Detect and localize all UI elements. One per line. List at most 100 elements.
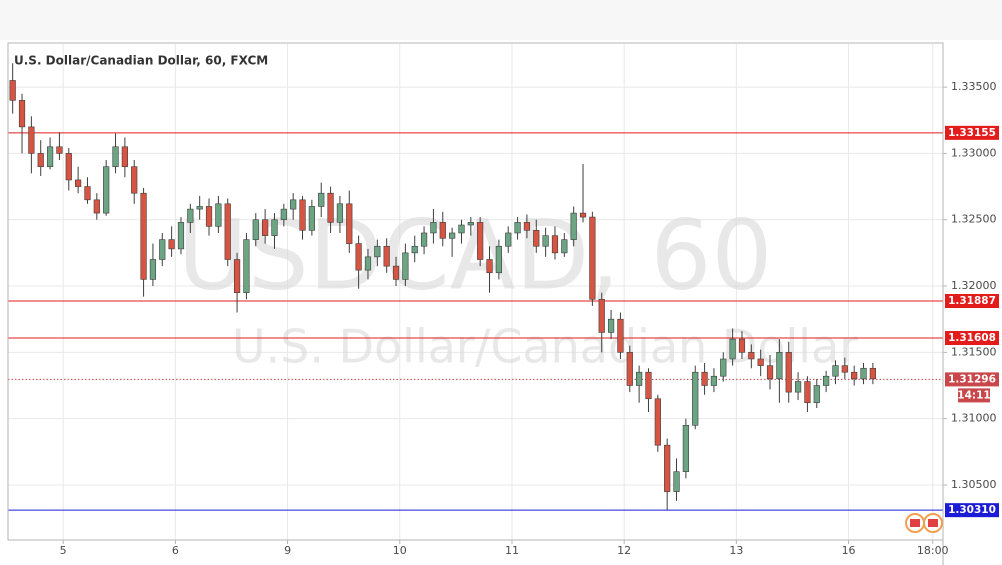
candle-body <box>439 222 446 239</box>
candle-body <box>598 298 605 333</box>
candle-body <box>542 235 549 247</box>
candle-body <box>776 352 783 380</box>
candle-body <box>271 219 278 236</box>
candle-body <box>84 186 91 201</box>
candle-body <box>645 371 652 400</box>
candle-body <box>252 219 259 240</box>
candle-body <box>851 371 858 380</box>
countdown: 14:11 <box>957 389 990 401</box>
level-label: 1.31608 <box>948 332 996 344</box>
candle-body <box>692 371 699 426</box>
candle-body <box>617 318 624 353</box>
candle-body <box>299 199 306 231</box>
watermark: USDCAD, 60 U.S. Dollar/Canadian Dollar <box>178 199 859 373</box>
candle-body <box>673 471 680 492</box>
candle-body <box>233 259 241 293</box>
candle-body <box>869 367 876 380</box>
candle-body <box>131 166 138 194</box>
y-tick-label: 1.32000 <box>951 279 997 292</box>
candle-body <box>402 252 409 280</box>
x-tick-label: 16 <box>842 544 856 557</box>
watermark-name: U.S. Dollar/Canadian Dollar <box>232 320 858 374</box>
candle-body <box>589 216 596 300</box>
candle-body <box>383 245 390 267</box>
candle-body <box>149 259 157 280</box>
candle-body <box>738 338 746 353</box>
candle-body <box>514 222 521 234</box>
y-tick-label: 1.33500 <box>951 80 997 93</box>
x-tick-label: 5 <box>60 544 67 557</box>
candle-body <box>748 352 755 360</box>
candle-body <box>729 338 736 360</box>
candle-body <box>570 212 577 240</box>
candle-body <box>140 192 147 280</box>
candle-body <box>215 203 222 227</box>
candle-body <box>28 126 35 154</box>
candle-body <box>168 239 175 250</box>
candle-body <box>495 245 502 274</box>
candle-body <box>664 444 671 492</box>
candle-body <box>430 222 437 234</box>
candle-body <box>579 212 587 218</box>
candle-body <box>93 199 100 214</box>
candle-body <box>449 232 456 239</box>
candle-body <box>9 80 16 101</box>
candle-body <box>654 398 661 446</box>
candle-body <box>243 239 250 293</box>
candle-body <box>205 206 213 227</box>
y-tick-label: 1.33000 <box>951 146 997 159</box>
level-label-box <box>945 125 999 140</box>
x-tick-label: 9 <box>284 544 291 557</box>
x-tick-label: 12 <box>617 544 631 557</box>
candle-body <box>392 265 400 280</box>
candle-body <box>177 222 185 250</box>
candle-body <box>355 243 362 271</box>
candles <box>9 63 876 511</box>
x-tick-label: 13 <box>729 544 743 557</box>
level-label: 1.33155 <box>948 127 996 139</box>
x-tick-label: 6 <box>172 544 179 557</box>
candle-body <box>327 192 334 223</box>
candle-body <box>813 385 820 404</box>
countdown-box <box>958 388 990 403</box>
candle-body <box>841 365 848 373</box>
grid <box>8 44 943 540</box>
candle-body <box>37 153 44 167</box>
level-label: 1.31887 <box>948 295 996 307</box>
candle-body <box>523 222 531 231</box>
candle-body <box>757 358 764 366</box>
candle-body <box>823 375 830 386</box>
level-label: 1.31296 <box>948 373 996 385</box>
level-label-box <box>945 372 999 387</box>
candle-body <box>701 371 708 386</box>
candle-body <box>75 179 82 187</box>
x-tick-label: 11 <box>505 544 519 557</box>
x-tick-label: 10 <box>393 544 407 557</box>
candle-body <box>477 222 484 260</box>
candle-body <box>364 256 372 271</box>
candle-body <box>308 206 315 231</box>
y-tick-label: 1.31000 <box>951 412 997 425</box>
candle-body <box>56 146 63 154</box>
candle-body <box>411 245 418 254</box>
candle-body <box>336 203 344 223</box>
currency-icons <box>905 513 943 533</box>
flag <box>910 519 920 527</box>
candle-body <box>112 146 119 167</box>
candle-body <box>626 352 633 386</box>
top-bar <box>0 0 1002 40</box>
candle-body <box>682 424 689 473</box>
y-tick-label: 1.30500 <box>951 478 997 491</box>
candle-body <box>318 192 325 207</box>
candle-body <box>65 153 72 181</box>
candle-body <box>18 100 26 128</box>
candle-body <box>374 245 381 258</box>
candle-body <box>420 232 428 247</box>
levels <box>8 132 943 511</box>
candle-body <box>196 206 203 210</box>
candle-body <box>46 146 54 167</box>
y-tick-label: 1.32500 <box>951 213 997 226</box>
candle-body <box>121 146 128 167</box>
